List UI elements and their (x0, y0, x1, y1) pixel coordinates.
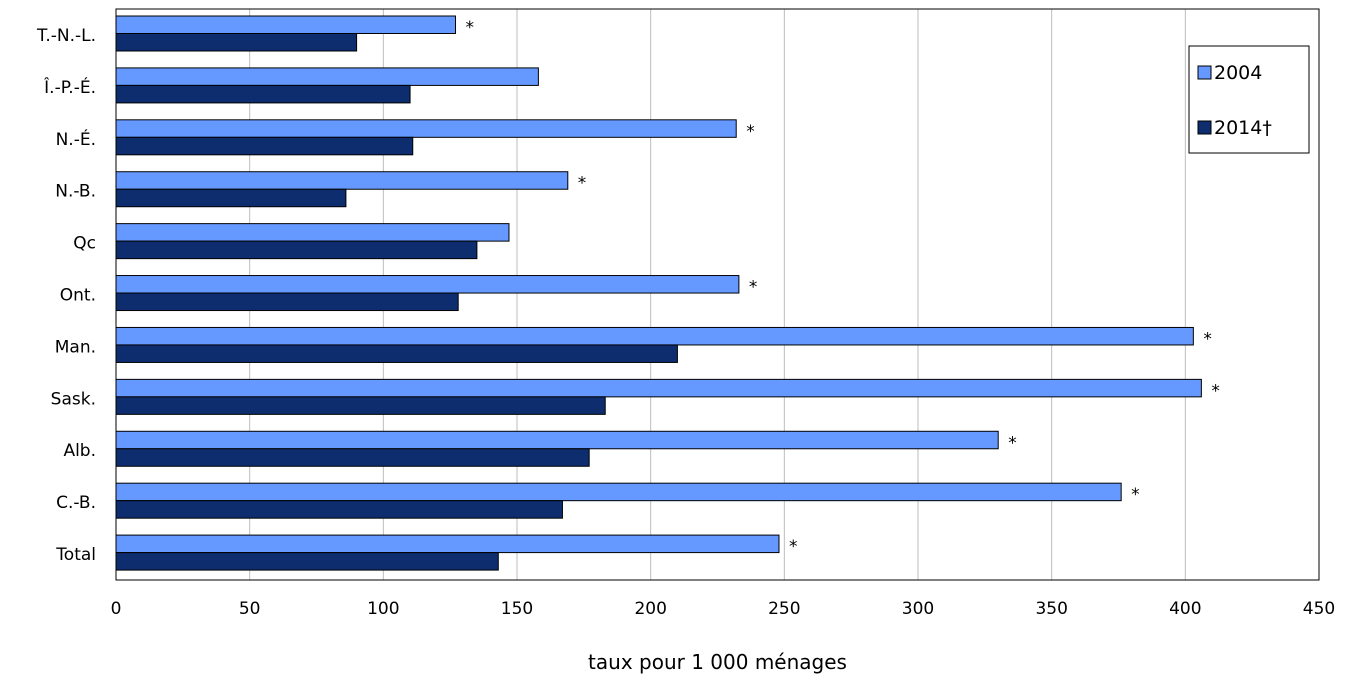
marker-2: * (746, 122, 755, 142)
y-axis-tick-labels: T.-N.-L. Î.-P.-É. N.-É. N.-B. Qc Ont. Man. Sask… (36, 26, 96, 565)
bar-2004-4 (115, 223, 510, 242)
significance-markers: * * * * * * * * * (466, 18, 1220, 557)
x-tick-label-450: 450 (1303, 599, 1335, 619)
marker-0: * (466, 18, 475, 38)
bar-2014-2 (115, 136, 414, 156)
bar-2014-0 (115, 33, 358, 52)
marker-5: * (749, 278, 758, 298)
bar-2014-9 (115, 500, 563, 519)
bar-2014-1 (115, 84, 411, 104)
bar-2004-6 (115, 326, 1194, 346)
legend-swatch-2014 (1197, 120, 1212, 135)
x-tick-label-250: 250 (768, 599, 800, 619)
x-tick-label-350: 350 (1035, 599, 1067, 619)
x-tick-label-300: 300 (902, 599, 934, 619)
x-axis-title: taux pour 1 000 ménages (588, 650, 847, 674)
bar-2004-9 (115, 482, 1122, 502)
legend-swatch-2004 (1197, 65, 1212, 80)
marker-8: * (1008, 433, 1017, 453)
y-tick-label-5: Ont. (60, 286, 96, 306)
bar-2014-7 (115, 396, 606, 415)
x-axis-tick-labels: 0 50 100 150 200 250 300 350 400 450 (111, 599, 1336, 619)
x-tick-label-50: 50 (239, 599, 261, 619)
bar-2004-8 (115, 430, 999, 450)
bar-2004-2 (115, 119, 737, 138)
plot-border (115, 8, 1320, 581)
x-tick-label-100: 100 (367, 599, 399, 619)
bar-2004-1 (115, 67, 539, 86)
bar-2014-6 (115, 344, 678, 363)
y-tick-label-6: Man. (55, 337, 96, 357)
bars (115, 15, 1202, 571)
legend-label-2014: 2014† (1214, 117, 1272, 139)
bar-2004-10 (115, 534, 780, 554)
x-tick-label-200: 200 (634, 599, 666, 619)
bar-2004-3 (115, 171, 569, 190)
marker-7: * (1211, 381, 1220, 401)
y-tick-label-8: Alb. (63, 441, 96, 461)
bar-2014-8 (115, 448, 590, 467)
bar-2004-5 (115, 275, 740, 294)
x-tick-label-400: 400 (1169, 599, 1201, 619)
legend-box (1188, 45, 1310, 154)
marker-9: * (1131, 485, 1140, 505)
legend-label-2004: 2004 (1214, 62, 1262, 84)
legend: 2004 2014† (1188, 45, 1310, 154)
marker-3: * (578, 174, 587, 194)
marker-10: * (789, 537, 798, 557)
y-tick-label-10: Total (55, 545, 96, 565)
bar-2014-10 (115, 552, 499, 571)
bar-2014-5 (115, 292, 459, 312)
y-tick-label-7: Sask. (51, 389, 96, 409)
y-tick-label-3: N.-B. (55, 182, 96, 202)
x-tick-label-0: 0 (111, 599, 122, 619)
marker-6: * (1203, 329, 1212, 349)
bar-2004-7 (115, 378, 1202, 398)
y-tick-label-1: Î.-P.-É. (43, 76, 96, 98)
y-tick-label-9: C.-B. (56, 493, 96, 513)
y-tick-label-0: T.-N.-L. (36, 26, 96, 46)
y-tick-label-2: N.-É. (56, 128, 96, 150)
x-tick-label-150: 150 (501, 599, 533, 619)
bar-2004-0 (115, 15, 457, 34)
bar-2014-3 (115, 188, 347, 208)
y-tick-label-4: Qc (73, 234, 96, 254)
bar-2014-4 (115, 240, 478, 260)
